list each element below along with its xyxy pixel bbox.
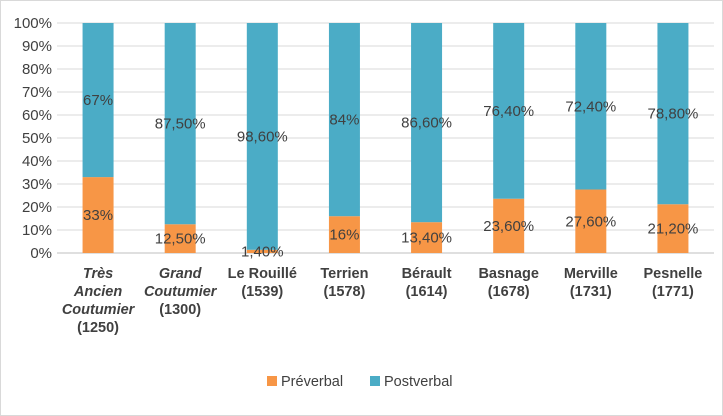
legend-swatch bbox=[370, 376, 380, 386]
data-label-postverbal: 76,40% bbox=[483, 103, 534, 120]
bar-preverbal bbox=[411, 222, 443, 253]
x-category-line: (1678) bbox=[488, 284, 530, 300]
x-category-line: (1614) bbox=[406, 284, 448, 300]
data-label-postverbal: 67% bbox=[83, 92, 113, 109]
bar-preverbal bbox=[657, 204, 689, 253]
data-label-preverbal: 12,50% bbox=[155, 231, 206, 248]
y-tick-label: 60% bbox=[22, 107, 52, 124]
data-label-preverbal: 1,40% bbox=[241, 243, 284, 260]
y-tick-label: 100% bbox=[14, 15, 52, 32]
x-category-line: (1300) bbox=[159, 302, 201, 318]
x-category-line: Coutumier bbox=[62, 302, 136, 318]
y-tick-label: 10% bbox=[22, 222, 52, 239]
x-category-line: (1539) bbox=[241, 284, 283, 300]
bar-postverbal bbox=[164, 23, 196, 225]
bar-postverbal bbox=[246, 23, 278, 250]
bar-postverbal bbox=[575, 23, 607, 190]
bar-preverbal bbox=[328, 216, 360, 253]
bar-postverbal bbox=[328, 23, 360, 217]
x-category-line: Pesnelle bbox=[644, 266, 703, 282]
x-category-label: Très Ancien Coutumier (1250) bbox=[62, 266, 136, 336]
data-labels: 33% 67% 12,50% 87,50% 1,40% 98,60% 16% 84% 13,40… bbox=[83, 92, 698, 260]
x-category-line: Bérault bbox=[402, 266, 452, 282]
data-label-preverbal: 16% bbox=[329, 227, 359, 244]
x-axis-labels: Très Ancien Coutumier (1250) Grand Coutumier (… bbox=[62, 266, 703, 336]
data-label-postverbal: 87,50% bbox=[155, 116, 206, 133]
y-tick-label: 30% bbox=[22, 176, 52, 193]
bar-postverbal bbox=[657, 23, 689, 205]
x-category-line: Terrien bbox=[320, 266, 368, 282]
data-label-preverbal: 27,60% bbox=[565, 213, 616, 230]
x-category-label: Terrien (1578) bbox=[320, 266, 368, 300]
x-category-line: Grand bbox=[159, 266, 203, 282]
x-category-label: Pesnelle (1771) bbox=[644, 266, 703, 300]
x-category-label: Merville (1731) bbox=[564, 266, 618, 300]
legend: Préverbal Postverbal bbox=[267, 374, 453, 390]
y-tick-label: 80% bbox=[22, 61, 52, 78]
x-category-line: (1731) bbox=[570, 284, 612, 300]
x-category-line: Ancien bbox=[73, 284, 122, 300]
y-axis-ticks: 0% 10% 20% 30% 40% 50% 60% 70% 80% 90% 100% bbox=[14, 15, 52, 262]
x-category-label: Basnage (1678) bbox=[478, 266, 538, 300]
y-tick-label: 40% bbox=[22, 153, 52, 170]
data-label-preverbal: 33% bbox=[83, 207, 113, 224]
x-category-line: (1578) bbox=[323, 284, 365, 300]
y-tick-label: 50% bbox=[22, 130, 52, 147]
x-category-line: Très bbox=[83, 266, 113, 282]
data-label-preverbal: 13,40% bbox=[401, 230, 452, 247]
bar-postverbal bbox=[493, 23, 525, 199]
bar-preverbal bbox=[493, 198, 525, 253]
data-label-postverbal: 84% bbox=[329, 112, 359, 129]
y-tick-label: 0% bbox=[30, 245, 52, 262]
data-label-postverbal: 98,60% bbox=[237, 128, 288, 145]
bar-preverbal bbox=[575, 189, 607, 253]
data-label-preverbal: 23,60% bbox=[483, 218, 534, 235]
data-label-postverbal: 72,40% bbox=[565, 98, 616, 115]
bars bbox=[82, 23, 689, 253]
x-category-line: Le Rouillé bbox=[228, 266, 297, 282]
legend-swatch bbox=[267, 376, 277, 386]
x-category-line: (1250) bbox=[77, 320, 119, 336]
y-tick-label: 70% bbox=[22, 84, 52, 101]
y-tick-label: 20% bbox=[22, 199, 52, 216]
data-label-postverbal: 86,60% bbox=[401, 115, 452, 132]
x-category-line: (1771) bbox=[652, 284, 694, 300]
data-label-preverbal: 21,20% bbox=[648, 221, 699, 238]
legend-label: Postverbal bbox=[384, 374, 453, 390]
bar-preverbal bbox=[82, 177, 114, 253]
bar-postverbal bbox=[411, 23, 443, 223]
x-category-label: Le Rouillé (1539) bbox=[228, 266, 297, 300]
x-category-line: Coutumier bbox=[144, 284, 218, 300]
x-category-label: Bérault (1614) bbox=[402, 266, 452, 300]
x-category-label: Grand Coutumier (1300) bbox=[144, 266, 218, 318]
x-category-line: Merville bbox=[564, 266, 618, 282]
x-category-line: Basnage bbox=[478, 266, 538, 282]
legend-label: Préverbal bbox=[281, 374, 343, 390]
bar-preverbal bbox=[246, 249, 278, 253]
bar-postverbal bbox=[82, 23, 114, 178]
data-label-postverbal: 78,80% bbox=[648, 106, 699, 123]
y-tick-label: 90% bbox=[22, 38, 52, 55]
bar-preverbal bbox=[164, 224, 196, 253]
